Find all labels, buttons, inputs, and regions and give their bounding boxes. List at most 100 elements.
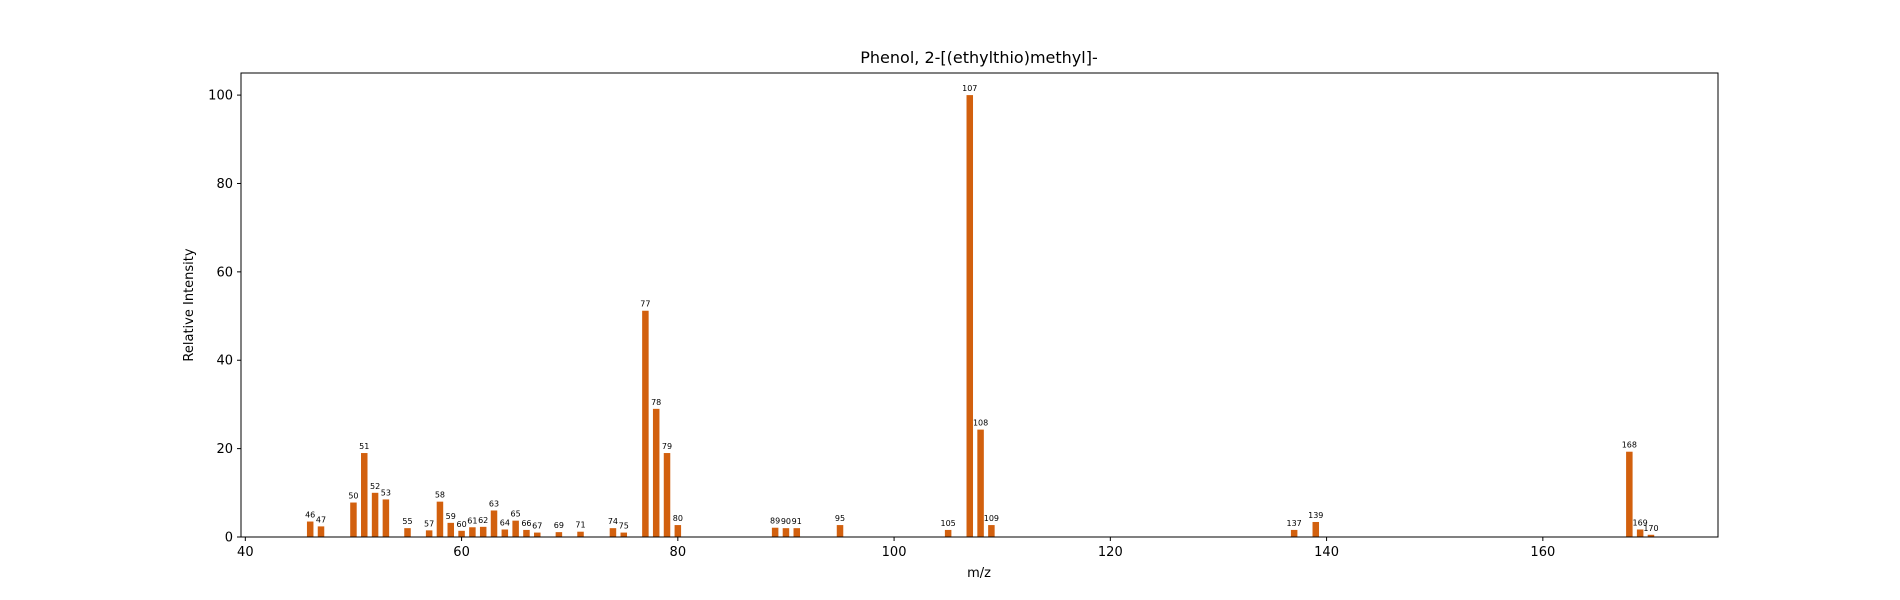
x-axis-label: m/z: [967, 566, 991, 581]
bar-mz-64: [501, 529, 509, 537]
bar-mz-62: [479, 526, 487, 537]
bar-mz-108: [977, 429, 984, 537]
y-axis-label: Relative Intensity: [182, 248, 197, 361]
bar-label-mz-170: 170: [1643, 524, 1658, 533]
bar-mz-55: [404, 528, 411, 537]
bar-mz-78: [652, 408, 660, 537]
bar-mz-57: [425, 530, 433, 537]
bar-label-mz-65: 65: [511, 510, 521, 519]
bar-mz-53: [382, 499, 390, 537]
bar-label-mz-77: 77: [640, 300, 650, 309]
bar-label-mz-63: 63: [489, 499, 499, 508]
bar-label-mz-89: 89: [770, 517, 780, 526]
x-tick-label-100: 100: [882, 545, 907, 560]
bar-label-mz-50: 50: [348, 492, 358, 501]
bar-mz-109: [988, 525, 995, 537]
bar-mz-79: [663, 453, 671, 537]
bar-mz-95: [836, 525, 844, 537]
bar-mz-107: [966, 95, 974, 537]
bar-mz-168: [1626, 451, 1633, 537]
bar-mz-74: [609, 528, 617, 537]
y-tick-label-40: 40: [216, 354, 233, 369]
bar-mz-105: [944, 529, 952, 537]
bar-label-mz-66: 66: [521, 519, 531, 528]
bar-label-mz-78: 78: [651, 398, 661, 407]
bar-label-mz-109: 109: [984, 514, 999, 523]
plot-frame: [240, 72, 1719, 538]
bar-mz-71: [577, 531, 584, 537]
y-tick-label-20: 20: [216, 442, 233, 457]
bars-group: [306, 95, 1655, 537]
bar-mz-90: [782, 528, 790, 537]
bar-label-mz-69: 69: [554, 521, 564, 530]
bar-label-mz-107: 107: [962, 84, 977, 93]
bar-mz-59: [447, 522, 455, 537]
x-tick-label-160: 160: [1530, 545, 1555, 560]
x-tick-label-140: 140: [1314, 545, 1339, 560]
bar-label-mz-55: 55: [402, 517, 412, 526]
bar-label-mz-91: 91: [792, 517, 802, 526]
bar-label-mz-169: 169: [1633, 518, 1648, 527]
bar-label-mz-57: 57: [424, 519, 434, 528]
bar-label-mz-51: 51: [359, 442, 369, 451]
bar-label-mz-74: 74: [608, 517, 618, 526]
y-tick-label-60: 60: [216, 265, 233, 280]
y-tick-label-80: 80: [216, 177, 233, 192]
bar-label-mz-168: 168: [1622, 441, 1637, 450]
y-tick-label-100: 100: [208, 89, 233, 104]
bar-mz-67: [534, 532, 541, 537]
bar-label-mz-46: 46: [305, 511, 315, 520]
bar-label-mz-61: 61: [467, 516, 477, 525]
bar-mz-91: [793, 528, 801, 537]
bar-mz-50: [350, 502, 357, 537]
bar-label-mz-139: 139: [1308, 511, 1323, 520]
bar-mz-47: [317, 526, 325, 537]
bar-label-mz-95: 95: [835, 514, 845, 523]
bar-label-mz-75: 75: [619, 522, 629, 531]
bar-mz-46: [306, 521, 314, 537]
bar-mz-60: [458, 530, 465, 537]
x-tick-label-40: 40: [237, 545, 254, 560]
bar-mz-61: [469, 527, 476, 537]
bar-mz-80: [674, 525, 682, 537]
bar-label-mz-59: 59: [446, 512, 456, 521]
bar-mz-65: [512, 520, 519, 537]
bar-mz-66: [523, 529, 530, 537]
chart-title: Phenol, 2-[(ethylthio)methyl]-: [860, 48, 1097, 67]
bar-mz-137: [1290, 529, 1298, 537]
bar-label-mz-60: 60: [456, 520, 466, 529]
bar-mz-63: [490, 510, 498, 537]
bar-label-mz-58: 58: [435, 491, 445, 500]
bar-label-mz-90: 90: [781, 517, 791, 526]
bar-label-mz-108: 108: [973, 419, 988, 428]
bar-label-mz-137: 137: [1287, 519, 1302, 528]
bar-mz-89: [771, 527, 779, 537]
x-tick-label-120: 120: [1098, 545, 1123, 560]
bar-mz-51: [361, 453, 368, 537]
x-tick-label-80: 80: [670, 545, 687, 560]
bar-mz-77: [642, 310, 649, 537]
bar-mz-58: [436, 501, 444, 537]
x-axis-ticks: 40 60 80 100 120 140 160: [237, 537, 1555, 560]
bar-label-mz-67: 67: [532, 522, 542, 531]
bar-label-mz-64: 64: [500, 518, 510, 527]
bar-mz-169: [1636, 529, 1644, 537]
bar-mz-52: [371, 492, 379, 537]
bar-label-mz-71: 71: [575, 521, 585, 530]
bar-label-mz-105: 105: [940, 519, 955, 528]
bar-label-mz-79: 79: [662, 442, 672, 451]
bar-label-mz-52: 52: [370, 482, 380, 491]
bar-label-mz-80: 80: [673, 514, 683, 523]
bar-label-mz-62: 62: [478, 516, 488, 525]
bar-mz-69: [555, 532, 563, 537]
x-tick-label-60: 60: [453, 545, 470, 560]
bar-label-mz-53: 53: [381, 488, 391, 497]
bar-mz-170: [1647, 534, 1655, 537]
bar-mz-75: [620, 532, 628, 537]
bar-label-mz-47: 47: [316, 515, 326, 524]
y-tick-label-0: 0: [225, 531, 233, 546]
bar-mz-139: [1312, 521, 1320, 537]
y-axis-ticks: 0 20 40 60 80 100: [208, 89, 241, 546]
